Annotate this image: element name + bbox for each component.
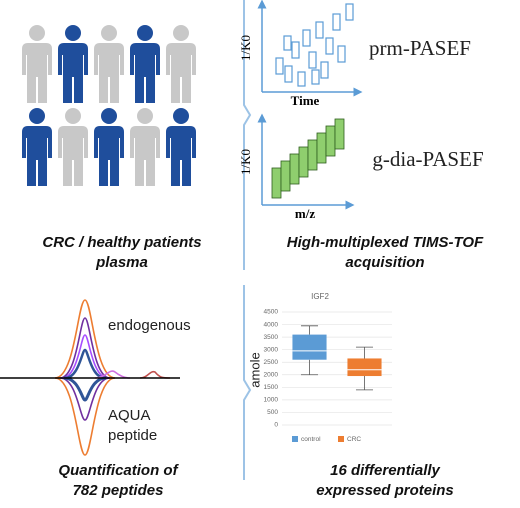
box <box>347 358 382 377</box>
y-tick-label: 500 <box>267 409 278 416</box>
peak-label: endogenous <box>108 317 191 334</box>
divider <box>243 285 252 480</box>
axis-label: Time <box>291 93 320 108</box>
caption: High-multiplexed TIMS-TOF <box>287 234 484 251</box>
patients <box>22 25 196 186</box>
legend-label: CRC <box>347 436 361 443</box>
gdia-plot <box>257 113 355 210</box>
chromatogram <box>0 299 180 456</box>
axis-label: 1/K0 <box>238 35 253 61</box>
caption: CRC / healthy patients <box>42 234 201 251</box>
y-tick-label: 0 <box>274 422 278 429</box>
peak-label: peptide <box>108 427 157 444</box>
y-tick-label: 4500 <box>264 309 279 316</box>
axis-label: m/z <box>295 206 315 221</box>
y-tick-label: 1500 <box>264 384 279 391</box>
axis-label: 1/K0 <box>238 149 253 175</box>
box-plot: IGF2 amole 0 500 1000 1500 2000 2500 3000 3500 4… <box>247 292 392 443</box>
caption: Quantification of <box>58 462 179 479</box>
method-label: g-dia-PASEF <box>372 147 483 171</box>
chart-title: IGF2 <box>311 292 329 301</box>
y-tick-label: 3000 <box>264 346 279 353</box>
caption: 782 peptides <box>73 482 164 499</box>
caption: acquisition <box>345 254 424 271</box>
box <box>292 334 327 360</box>
legend-swatch <box>292 436 298 442</box>
axis-label: amole <box>247 352 262 387</box>
divider <box>243 0 252 270</box>
y-tick-label: 2500 <box>264 359 279 366</box>
caption: expressed proteins <box>316 482 454 499</box>
caption: 16 differentially <box>330 462 440 479</box>
caption: plasma <box>95 254 148 271</box>
y-tick-label: 4000 <box>264 321 279 328</box>
method-label: prm-PASEF <box>369 36 471 60</box>
peak-label: AQUA <box>108 407 151 424</box>
prm-plot <box>257 0 363 97</box>
y-tick-label: 3500 <box>264 334 279 341</box>
y-tick-label: 2000 <box>264 371 279 378</box>
y-tick-label: 1000 <box>264 397 279 404</box>
legend-swatch <box>338 436 344 442</box>
legend-label: control <box>301 436 321 443</box>
